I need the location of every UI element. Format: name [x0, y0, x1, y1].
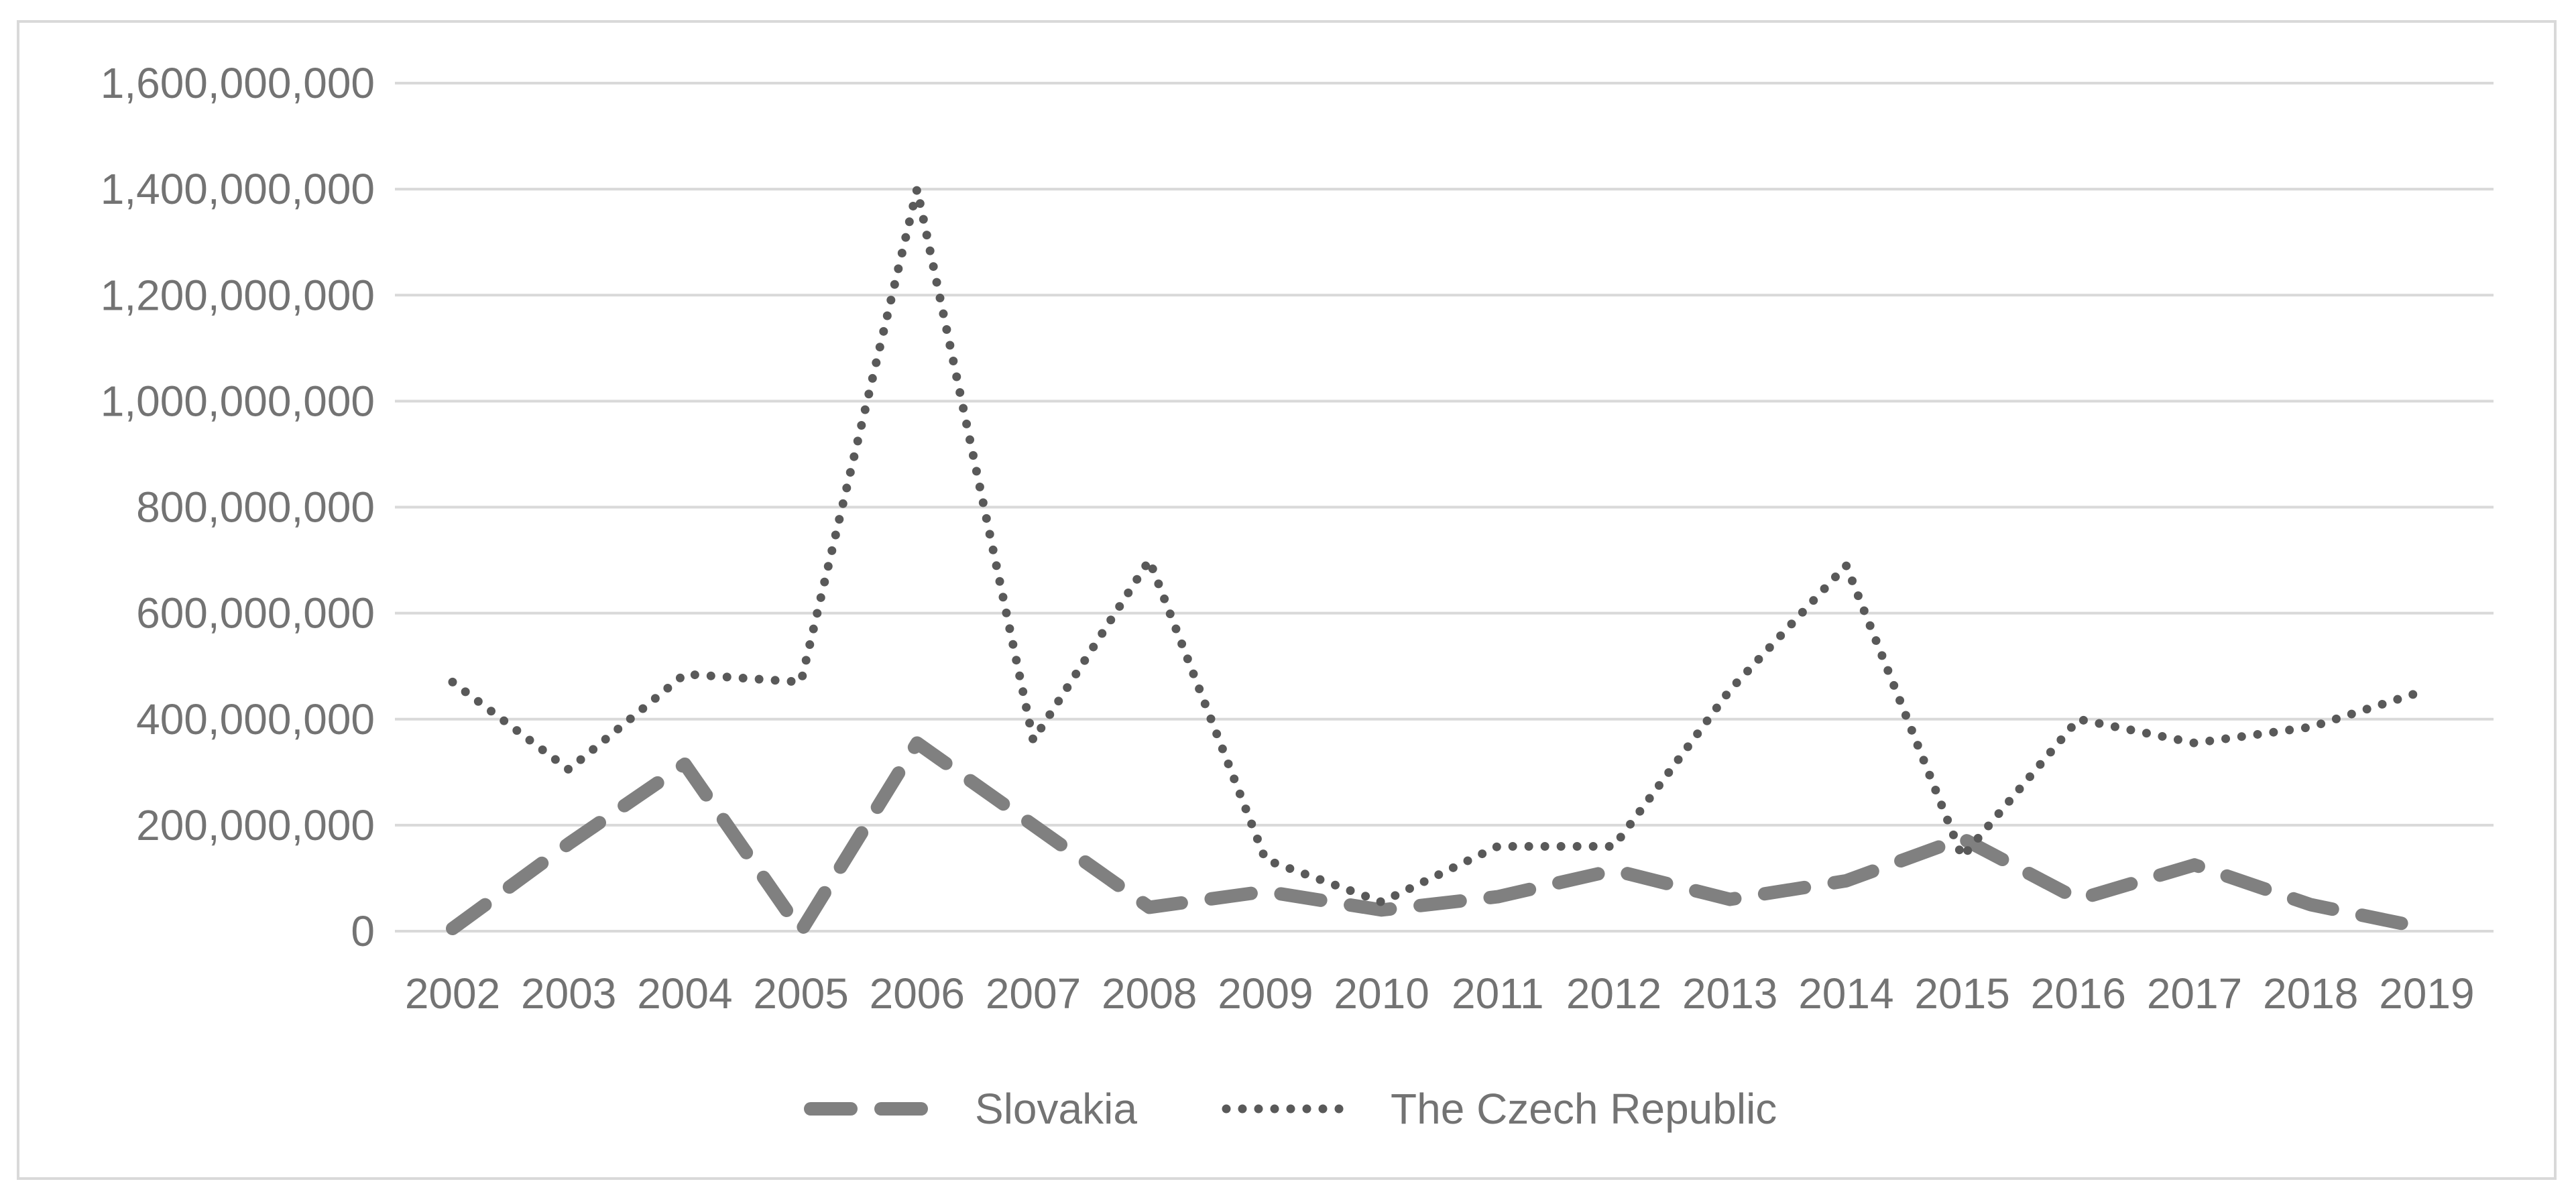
x-tick-label: 2004 [637, 969, 732, 1018]
y-tick-label: 1,600,000,000 [101, 59, 375, 107]
line-chart: 0 200,000,000 400,000,000 600,000,000 800,00… [101, 59, 2494, 1133]
x-axis-tick-labels: 2002 2003 2004 2005 2006 2007 2008 2009 2010 2011… [405, 969, 2475, 1018]
x-tick-label: 2006 [870, 969, 965, 1018]
y-tick-label: 0 [351, 907, 375, 955]
x-tick-label: 2010 [1334, 969, 1429, 1018]
y-tick-label: 1,000,000,000 [101, 377, 375, 425]
x-tick-label: 2014 [1798, 969, 1893, 1018]
x-tick-label: 2003 [521, 969, 616, 1018]
x-tick-label: 2008 [1102, 969, 1197, 1018]
x-tick-label: 2015 [1914, 969, 2009, 1018]
legend: Slovakia The Czech Republic [804, 1085, 1777, 1133]
x-tick-label: 2012 [1566, 969, 1661, 1018]
x-tick-label: 2011 [1452, 969, 1544, 1018]
legend-label: Slovakia [975, 1085, 1137, 1133]
legend-item: Slovakia [804, 1085, 1137, 1133]
gridlines [395, 82, 2494, 933]
y-tick-label: 200,000,000 [136, 801, 375, 849]
x-tick-label: 2018 [2263, 969, 2358, 1018]
x-tick-label: 2013 [1682, 969, 1777, 1018]
y-tick-label: 800,000,000 [136, 483, 375, 532]
x-tick-label: 2007 [986, 969, 1081, 1018]
series-line-slovakia [446, 736, 2434, 938]
y-tick-label: 1,400,000,000 [101, 165, 375, 213]
chart-frame: 0 200,000,000 400,000,000 600,000,000 800,00… [17, 20, 2557, 1180]
series-lines [446, 184, 2434, 938]
y-tick-label: 600,000,000 [136, 589, 375, 638]
legend-item: The Czech Republic [1222, 1085, 1777, 1133]
x-tick-label: 2017 [2147, 969, 2242, 1018]
x-tick-label: 2016 [2031, 969, 2126, 1018]
y-tick-label: 1,200,000,000 [101, 271, 375, 319]
y-axis-tick-labels: 0 200,000,000 400,000,000 600,000,000 800,00… [101, 59, 375, 955]
x-tick-label: 2002 [405, 969, 500, 1018]
series-line-the-czech-republic [448, 184, 2431, 907]
x-tick-label: 2009 [1218, 969, 1313, 1018]
x-tick-label: 2005 [753, 969, 848, 1018]
legend-label: The Czech Republic [1391, 1085, 1777, 1133]
x-tick-label: 2019 [2379, 969, 2474, 1018]
y-tick-label: 400,000,000 [136, 695, 375, 743]
